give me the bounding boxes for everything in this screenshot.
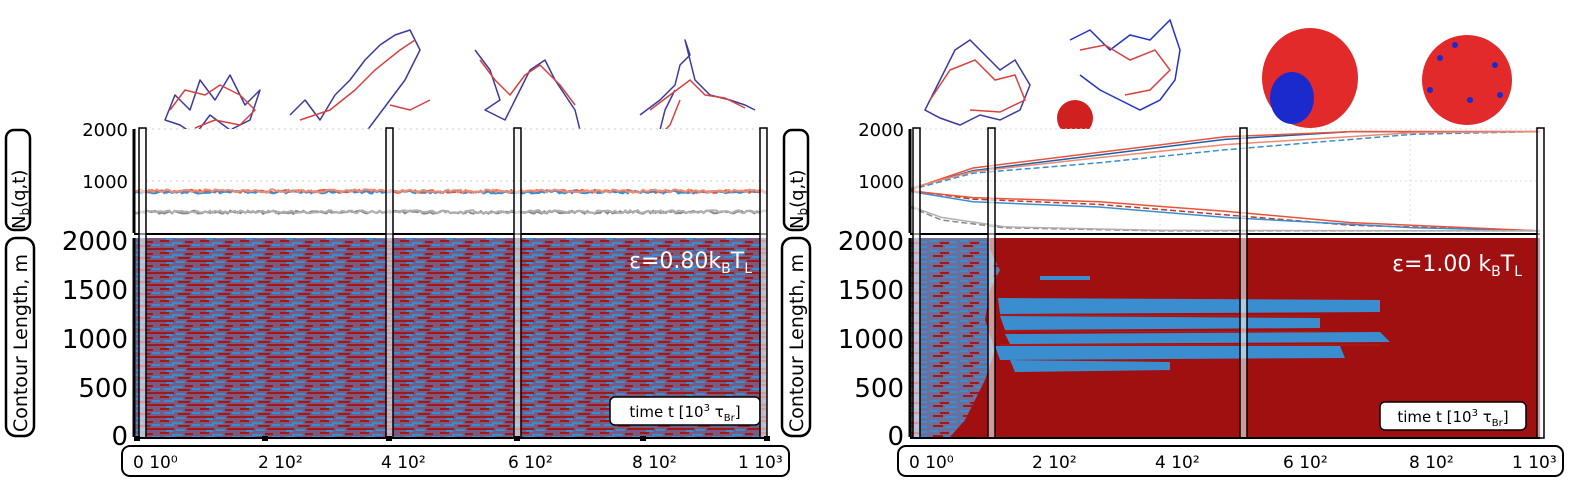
left-marker-2 xyxy=(385,127,394,439)
right-ytick-500: 500 xyxy=(854,374,904,404)
left-ytick-1500: 1500 xyxy=(62,276,128,306)
polymer-snapshot-3 xyxy=(474,49,581,136)
right-series-line xyxy=(909,130,1541,191)
left-time-label: time t [103 τBr] xyxy=(629,403,740,424)
polymer-globule-1-blue xyxy=(1270,72,1314,124)
left-top-ytick-2000: 2000 xyxy=(82,120,128,141)
polymer-globule-small xyxy=(1057,100,1093,136)
right-xtick-5: 1 10³ xyxy=(1512,453,1557,473)
left-panel: 2000 1000 Nb(q,t) ε=0.80kBTL time t [103… xyxy=(4,29,790,477)
left-top-series xyxy=(133,188,768,216)
left-xtick-5: 1 10³ xyxy=(738,453,783,473)
right-top-ytick-2000: 2000 xyxy=(858,120,904,141)
right-xtick-0: 0 10⁰ xyxy=(909,453,954,473)
svg-text:Nb(q,t): Nb(q,t) xyxy=(787,170,810,229)
left-top-plot: 2000 1000 xyxy=(82,120,768,233)
left-xtick-1: 2 10² xyxy=(258,453,303,473)
right-ytick-0: 0 xyxy=(887,422,904,452)
right-xtick-1: 2 10² xyxy=(1032,453,1077,473)
left-xtick-0: 0 10⁰ xyxy=(133,453,178,473)
left-bottom-axis-label: Contour Length, m xyxy=(4,236,36,438)
right-heatmap: ε=1.00 kBTL time t [103 τBr] xyxy=(910,238,1540,437)
right-top-plot: 2000 1000 xyxy=(858,120,1541,233)
right-xtick-2: 4 10² xyxy=(1155,453,1200,473)
right-bottom-yaxis: 2000 1500 1000 500 0 xyxy=(838,227,912,452)
svg-text:Contour Length, m: Contour Length, m xyxy=(10,254,32,432)
right-marker-4 xyxy=(1536,127,1545,439)
left-marker-4 xyxy=(759,127,768,439)
polymer-snapshot-2 xyxy=(289,29,421,141)
polymer-snapshot-5 xyxy=(924,39,1031,126)
right-series-line xyxy=(909,190,1541,232)
right-ytick-1000: 1000 xyxy=(838,325,904,355)
left-heatmap: ε=0.80kBTL time t [103 τBr] xyxy=(134,238,767,437)
left-top-axis-label: Nb(q,t) xyxy=(4,128,32,232)
right-bottom-axis-label: Contour Length, m xyxy=(780,236,812,438)
polymer-snapshot-1 xyxy=(164,74,261,136)
left-polymer-snapshots xyxy=(164,29,756,146)
left-ytick-2000: 2000 xyxy=(62,227,128,257)
right-top-series xyxy=(909,130,1541,232)
right-xtick-4: 8 10² xyxy=(1409,453,1454,473)
right-polymer-snapshots xyxy=(924,18,1512,136)
left-ytick-1000: 1000 xyxy=(62,325,128,355)
right-marker-1 xyxy=(912,127,921,439)
right-panel: 2000 1000 Nb(q,t) xyxy=(780,18,1564,477)
left-xtick-3: 6 10² xyxy=(508,453,553,473)
left-series-line xyxy=(133,208,768,215)
right-xtick-3: 6 10² xyxy=(1283,453,1328,473)
left-bottom-yaxis: 2000 1500 1000 500 0 xyxy=(62,227,136,452)
polymer-snapshot-6 xyxy=(1069,18,1181,111)
right-ytick-2000: 2000 xyxy=(838,227,904,257)
right-series-line xyxy=(909,130,1540,191)
polymer-globule-2 xyxy=(1422,35,1512,125)
right-series-line xyxy=(909,205,1541,232)
right-top-ytick-1000: 1000 xyxy=(858,172,904,193)
left-marker-1 xyxy=(138,127,147,439)
left-top-ytick-1000: 1000 xyxy=(82,172,128,193)
right-series-line xyxy=(909,189,1541,232)
left-xtick-2: 4 10² xyxy=(381,453,426,473)
left-series-line xyxy=(133,188,768,194)
right-marker-3 xyxy=(1239,127,1248,439)
right-epsilon-label: ε=1.00 kBTL xyxy=(1392,252,1522,280)
right-ytick-1500: 1500 xyxy=(838,276,904,306)
left-xaxis: 0 10⁰ 2 10² 4 10² 6 10² 8 10² 1 10³ xyxy=(121,436,790,477)
svg-text:Nb(q,t): Nb(q,t) xyxy=(9,170,32,229)
left-ytick-500: 500 xyxy=(78,374,128,404)
right-series-line xyxy=(909,190,1541,232)
svg-text:Contour Length, m: Contour Length, m xyxy=(786,254,808,432)
left-xtick-4: 8 10² xyxy=(632,453,677,473)
left-marker-3 xyxy=(513,127,522,439)
right-xaxis: 0 10⁰ 2 10² 4 10² 6 10² 8 10² 1 10³ xyxy=(897,437,1564,477)
right-time-label-box xyxy=(1379,401,1527,431)
right-top-axis-label: Nb(q,t) xyxy=(782,128,810,232)
right-marker-2 xyxy=(987,127,996,439)
right-time-label: time t [103 τBr] xyxy=(1397,408,1508,429)
left-epsilon-label: ε=0.80kBTL xyxy=(629,249,752,277)
right-series-line xyxy=(909,130,1541,190)
left-ytick-0: 0 xyxy=(111,422,128,452)
